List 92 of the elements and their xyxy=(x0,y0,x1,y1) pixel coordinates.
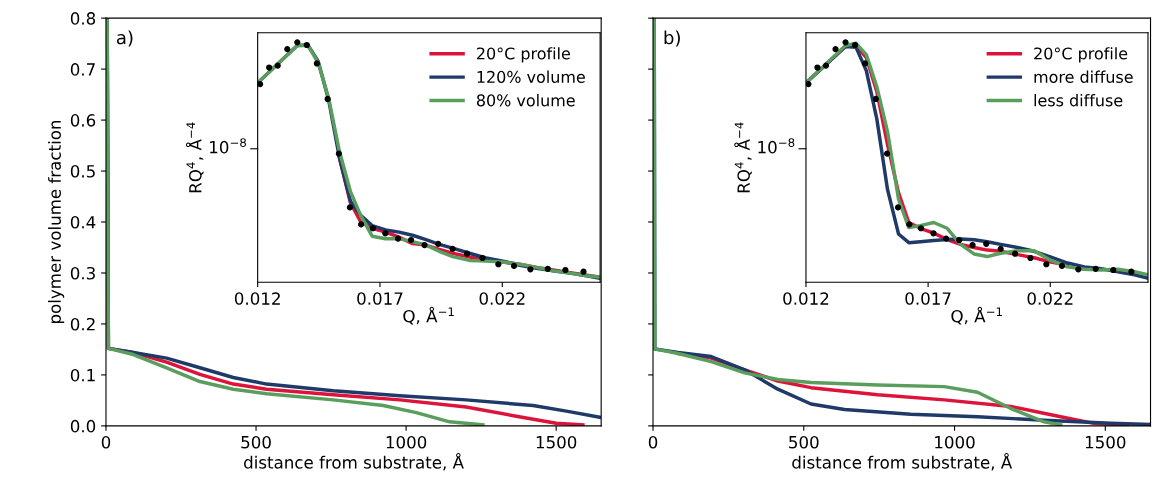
point xyxy=(382,230,389,237)
x-tick-label: 0.017 xyxy=(357,292,403,305)
point xyxy=(1011,250,1019,257)
point xyxy=(872,95,879,103)
y-tick-label: 0.4 xyxy=(70,215,96,229)
point xyxy=(1092,265,1099,272)
y-axis-title: polymer volume fraction xyxy=(48,120,65,323)
point xyxy=(527,266,534,273)
x-tick-label: 1000 xyxy=(935,435,975,449)
legend-label: 80% volume xyxy=(476,94,575,107)
point xyxy=(1075,266,1082,273)
y-tick-label: 0.3 xyxy=(70,266,95,280)
x-axis-title: distance from substrate, Å xyxy=(244,452,464,471)
point xyxy=(906,221,913,228)
x-axis-title: distance from substrate, Å xyxy=(792,452,1013,471)
point xyxy=(861,60,869,67)
point xyxy=(956,236,963,244)
point xyxy=(969,241,976,249)
point xyxy=(324,95,331,103)
x-tick-label: 0.017 xyxy=(905,292,951,305)
point xyxy=(822,62,830,69)
point xyxy=(257,80,264,88)
point xyxy=(294,39,301,46)
point xyxy=(1043,261,1050,268)
y-tick-label: 0.8 xyxy=(70,12,96,25)
x-axis-title: Q, Å$^{−1}$ xyxy=(403,306,454,325)
y-axis-title: RQ$^{4}$, Å$^{−4}$ xyxy=(185,122,204,193)
legend-label: 20°C profile xyxy=(1034,47,1128,63)
point xyxy=(983,240,990,247)
y-tick-label: 0.5 xyxy=(70,165,95,178)
point xyxy=(284,45,291,53)
point xyxy=(842,39,849,46)
x-tick-label: 0.012 xyxy=(234,292,280,305)
x-tick-label: 1500 xyxy=(1085,435,1126,449)
point xyxy=(1027,254,1034,262)
point xyxy=(274,62,281,69)
point xyxy=(435,240,442,247)
point xyxy=(449,245,456,252)
annotation: a) xyxy=(116,30,133,47)
x-tick-label: 1500 xyxy=(536,435,577,449)
x-tick-label: 500 xyxy=(789,435,819,449)
y-tick-label: 0.0 xyxy=(70,419,96,433)
point xyxy=(943,235,950,242)
y-tick-label: 0.1 xyxy=(70,368,95,382)
point xyxy=(917,225,925,232)
point xyxy=(805,80,812,88)
x-tick-label: 0.012 xyxy=(783,292,829,305)
point xyxy=(1128,268,1135,275)
point xyxy=(1058,262,1066,270)
point xyxy=(303,41,310,49)
point xyxy=(544,265,551,272)
x-axis-title: Q, Å$^{−1}$ xyxy=(951,306,1002,325)
point xyxy=(814,64,821,71)
point xyxy=(510,262,518,270)
point xyxy=(313,60,320,67)
point xyxy=(997,245,1004,252)
point xyxy=(495,261,502,268)
point xyxy=(358,221,365,228)
y-axis-title: RQ$^{4}$, Å$^{−4}$ xyxy=(734,122,752,193)
legend-label: 20°C profile xyxy=(477,47,570,63)
point xyxy=(335,150,342,157)
point xyxy=(883,150,891,157)
x-tick-label: 0 xyxy=(101,435,111,449)
point xyxy=(407,236,415,244)
point xyxy=(894,204,902,211)
point xyxy=(580,268,587,275)
point xyxy=(346,204,353,211)
point xyxy=(832,45,839,53)
point xyxy=(1110,266,1117,274)
annotation: b) xyxy=(664,30,680,47)
y-tick-label: 0.6 xyxy=(70,114,96,127)
x-tick-label: 0.022 xyxy=(1027,292,1073,305)
point xyxy=(479,254,486,262)
point xyxy=(369,225,376,232)
annotation: 10$^{−8}$ xyxy=(210,138,246,154)
x-tick-label: 1000 xyxy=(386,435,427,449)
point xyxy=(463,250,471,257)
x-tick-label: 0.022 xyxy=(479,292,525,305)
annotation: 10$^{−8}$ xyxy=(758,138,795,154)
point xyxy=(266,64,273,71)
legend-label: less diffuse xyxy=(1034,94,1123,107)
point xyxy=(394,235,402,242)
x-tick-label: 500 xyxy=(241,435,271,449)
y-tick-label: 0.2 xyxy=(70,317,95,331)
x-tick-label: 0 xyxy=(648,435,658,449)
y-tick-label: 0.7 xyxy=(70,63,95,76)
point xyxy=(851,41,859,49)
point xyxy=(930,230,937,237)
legend-label: 120% volume xyxy=(477,70,585,83)
point xyxy=(562,266,569,274)
legend-label: more diffuse xyxy=(1034,70,1133,83)
point xyxy=(421,241,428,249)
